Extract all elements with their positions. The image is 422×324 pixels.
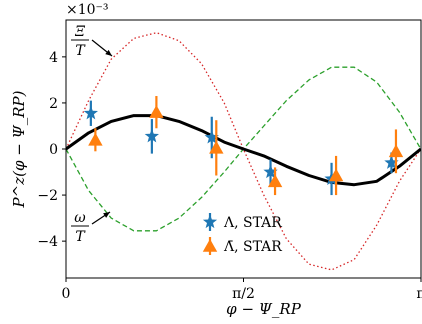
x-axis-title: φ − Ψ_RP <box>226 300 302 318</box>
x-tick-label: 0 <box>62 286 71 302</box>
data-point <box>388 144 404 158</box>
data-point <box>384 155 399 169</box>
legend-entry: Λ̄, STAR <box>202 237 282 255</box>
axes: −4 −2 0 2 4 0 π/2 π ×10⁻³ P^z(φ − Ψ_RP) φ − Ψ_RP <box>10 2 422 318</box>
y-tick-label: −4 <box>37 234 58 250</box>
data-point <box>144 128 159 143</box>
y-tick-label: 4 <box>49 50 58 66</box>
theory-curves <box>66 32 421 271</box>
data-point <box>88 132 103 146</box>
legend: Λ, STAR Λ̄, STAR <box>202 213 282 255</box>
data-point <box>83 105 98 120</box>
data-point <box>149 105 164 118</box>
antilambda-series <box>88 96 404 196</box>
xi-curve <box>66 32 421 271</box>
arrow-head <box>105 49 112 56</box>
legend-label: Λ, STAR <box>223 215 282 231</box>
annotation-denominator: T <box>75 229 86 245</box>
data-point <box>263 164 278 179</box>
y-tick-label: 2 <box>49 96 58 112</box>
x-tick-label: π <box>416 286 422 302</box>
legend-marker <box>202 239 218 252</box>
legend-marker <box>202 214 218 229</box>
data-series <box>83 96 404 196</box>
data-point <box>209 140 224 154</box>
xi-annotation: ΞT <box>71 24 113 59</box>
x-tick-label: π/2 <box>232 286 255 302</box>
legend-entry: Λ, STAR <box>202 213 282 231</box>
data-point <box>267 174 283 188</box>
data-point <box>204 130 219 144</box>
omega-annotation: ωT <box>71 210 111 245</box>
legend-label: Λ̄, STAR <box>223 239 282 255</box>
arrow-head <box>103 212 110 218</box>
y-tick-label: 0 <box>49 142 58 158</box>
y-tick-label: −2 <box>37 188 58 204</box>
data-point <box>328 168 344 182</box>
annotation-numerator: ω <box>74 210 86 226</box>
annotation-denominator: T <box>75 43 86 59</box>
annotation-numerator: Ξ <box>74 24 85 40</box>
total-curve <box>66 114 421 187</box>
y-axis-title: P^z(φ − Ψ_RP) <box>10 90 28 208</box>
y-scale-label: ×10⁻³ <box>66 2 109 18</box>
